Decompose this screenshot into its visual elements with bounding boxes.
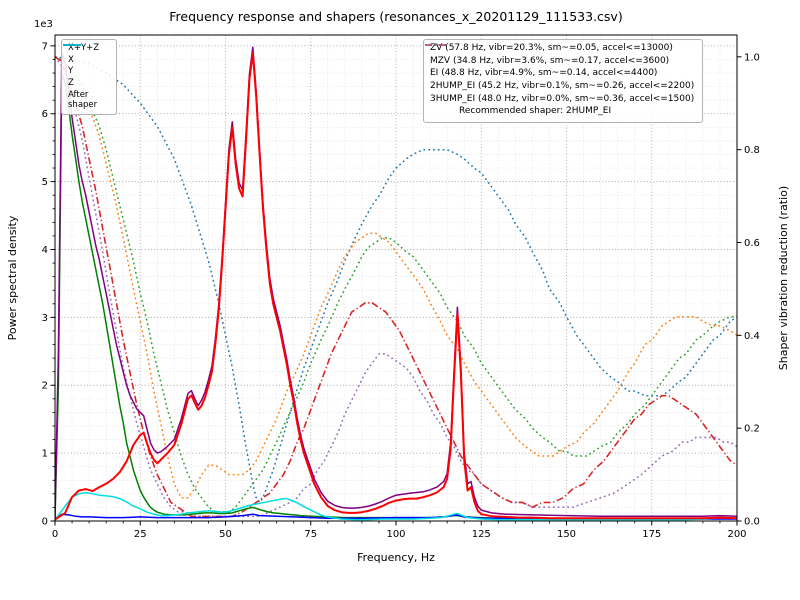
legend-line-sample [63, 44, 81, 46]
y-left-axis-label: Power spectral density [6, 215, 19, 340]
x-tick-label: 100 [386, 529, 405, 540]
legend-entry: 2HUMP_EI (45.2 Hz, vibr=0.1%, sm~=0.26, … [425, 44, 695, 93]
legend-label: 3HUMP_EI (48.0 Hz, vibr=0.0%, sm~=0.36, … [430, 93, 695, 104]
y-right-tick-label: 0.0 [744, 517, 760, 528]
y-left-tick-label: 7 [42, 41, 48, 52]
legend-line-sample [425, 44, 446, 46]
y-left-tick-label: 3 [42, 313, 48, 324]
recommended-shaper-note: Recommended shaper: 2HUMP_EI [459, 106, 612, 117]
legend-entry: EI (48.8 Hz, vibr=4.9%, sm~=0.14, accel<… [425, 44, 694, 80]
series-ei [55, 56, 737, 513]
legend-label: 2HUMP_EI (45.2 Hz, vibr=0.1%, sm~=0.26, … [430, 81, 695, 92]
y-right-tick-label: 0.8 [744, 145, 760, 156]
y-left-offset-text: 1e3 [34, 19, 53, 30]
series-2hump_ei [55, 56, 737, 518]
y-left-tick-label: 2 [42, 381, 48, 392]
legend-label: Y [68, 66, 74, 77]
x-tick-label: 0 [52, 529, 58, 540]
legend-entry: ZV (57.8 Hz, vibr=20.3%, sm~=0.05, accel… [425, 43, 694, 55]
legend-label: EI (48.8 Hz, vibr=4.9%, sm~=0.14, accel<… [430, 68, 658, 79]
y-left-tick-label: 6 [42, 109, 48, 120]
psd-legend: X+Y+Z X Y Z After shaper [61, 39, 117, 115]
series-x [55, 51, 737, 521]
legend-entry: 3HUMP_EI (48.0 Hz, vibr=0.0%, sm~=0.36, … [425, 44, 695, 106]
x-tick-label: 200 [727, 529, 746, 540]
y-left-tick-label: 1 [42, 449, 48, 460]
y-right-tick-label: 0.6 [744, 238, 760, 249]
series-group [55, 46, 737, 521]
x-axis-label: Frequency, Hz [357, 551, 435, 564]
y-right-tick-label: 0.2 [744, 424, 760, 435]
legend-label: ZV (57.8 Hz, vibr=20.3%, sm~=0.05, accel… [430, 43, 673, 53]
legend-entry: Z [63, 44, 108, 89]
y-left-tick-label: 5 [42, 177, 48, 188]
legend-label: Z [68, 77, 74, 88]
series-after-shaper [55, 491, 737, 521]
y-left-tick-label: 4 [42, 245, 48, 256]
shaper-legend: ZV (57.8 Hz, vibr=20.3%, sm~=0.05, accel… [423, 39, 704, 124]
legend-label: After shaper [68, 89, 98, 110]
legend-label: X+Y+Z [68, 43, 100, 53]
series-3hump_ei [55, 56, 737, 518]
chart-title: Frequency response and shapers (resonanc… [169, 9, 622, 24]
y-right-tick-label: 1.0 [744, 52, 760, 63]
legend-entry: X [63, 44, 108, 66]
y-left-tick-label: 0 [42, 517, 48, 528]
x-tick-label: 75 [304, 529, 317, 540]
x-tick-label: 125 [472, 529, 491, 540]
x-tick-label: 150 [557, 529, 576, 540]
y-right-axis-label: Shaper vibration reduction (ratio) [777, 186, 790, 370]
x-tick-label: 25 [134, 529, 147, 540]
x-tick-label: 50 [219, 529, 232, 540]
legend-label: MZV (34.8 Hz, vibr=3.6%, sm~=0.17, accel… [430, 55, 670, 66]
legend-entry: After shaper [63, 44, 108, 110]
legend-entry: Y [63, 44, 108, 77]
x-tick-label: 175 [642, 529, 661, 540]
legend-label: X [68, 54, 74, 65]
legend-entry: MZV (34.8 Hz, vibr=3.6%, sm~=0.17, accel… [425, 44, 694, 68]
y-right-tick-label: 0.4 [744, 331, 760, 342]
